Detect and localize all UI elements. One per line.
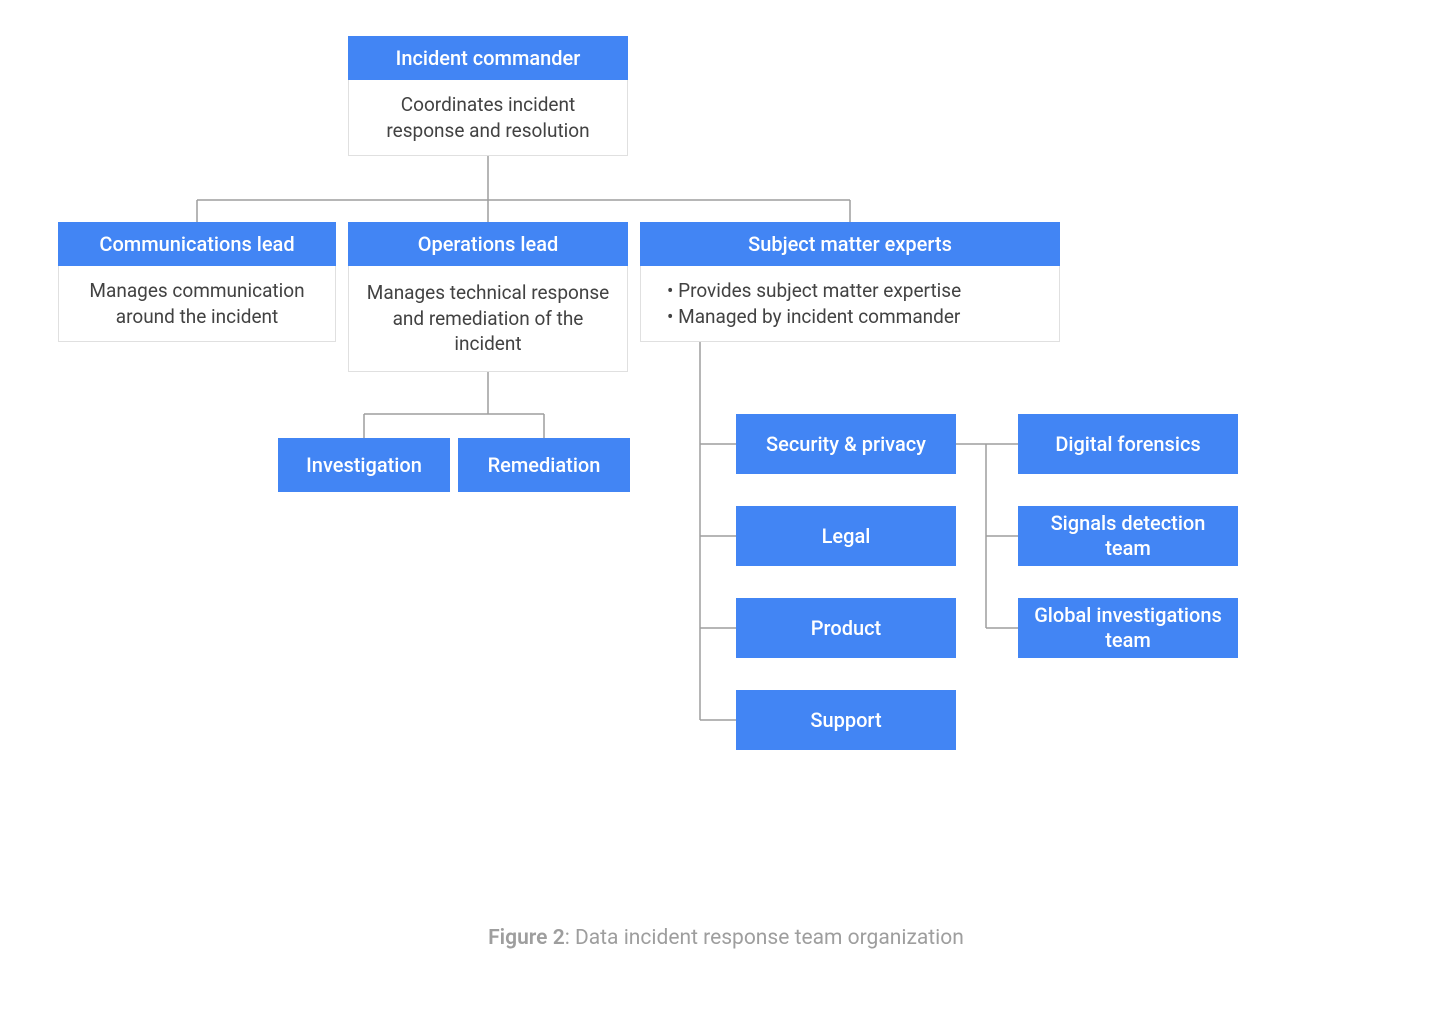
node-body: • Provides subject matter expertise • Ma…: [640, 266, 1060, 342]
node-header: Subject matter experts: [640, 222, 1060, 266]
node-subject-matter-experts: Subject matter experts • Provides subjec…: [640, 222, 1060, 342]
node-digital-forensics: Digital forensics: [1018, 414, 1238, 474]
node-investigation: Investigation: [278, 438, 450, 492]
node-body: Coordinates incident response and resolu…: [348, 80, 628, 156]
caption-prefix: Figure 2: [488, 926, 565, 950]
node-security-privacy: Security & privacy: [736, 414, 956, 474]
node-header: Communications lead: [58, 222, 336, 266]
bullet-item: • Managed by incident commander: [667, 304, 1045, 330]
figure-caption: Figure 2: Data incident response team or…: [0, 926, 1452, 950]
node-legal: Legal: [736, 506, 956, 566]
node-header: Operations lead: [348, 222, 628, 266]
node-remediation: Remediation: [458, 438, 630, 492]
caption-text: : Data incident response team organizati…: [565, 926, 964, 950]
node-signals-detection: Signals detection team: [1018, 506, 1238, 566]
node-body: Manages technical response and remediati…: [348, 266, 628, 372]
node-body: Manages communication around the inciden…: [58, 266, 336, 342]
node-communications-lead: Communications lead Manages communicatio…: [58, 222, 336, 342]
node-global-investigations: Global investigations team: [1018, 598, 1238, 658]
bullet-item: • Provides subject matter expertise: [667, 278, 1045, 304]
node-header: Incident commander: [348, 36, 628, 80]
node-support: Support: [736, 690, 956, 750]
node-incident-commander: Incident commander Coordinates incident …: [348, 36, 628, 156]
node-operations-lead: Operations lead Manages technical respon…: [348, 222, 628, 372]
node-product: Product: [736, 598, 956, 658]
